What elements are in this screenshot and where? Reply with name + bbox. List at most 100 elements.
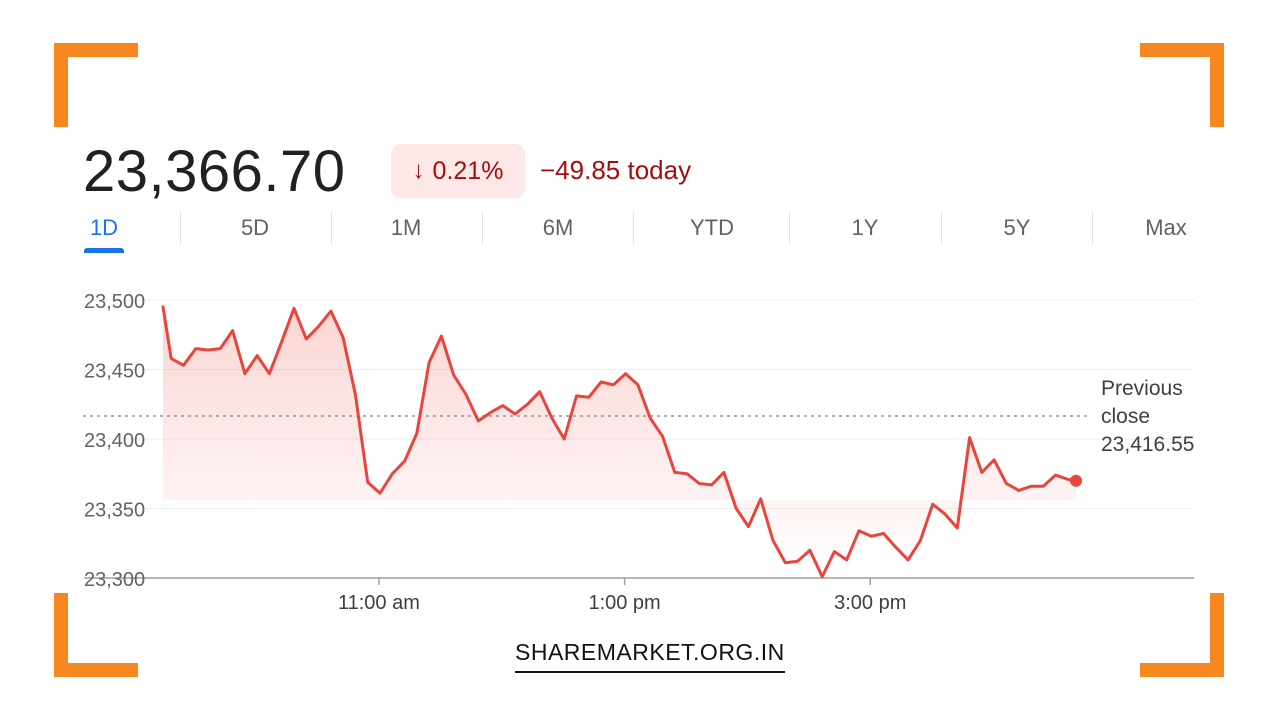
price-point xyxy=(1018,489,1020,491)
price-point xyxy=(612,384,614,386)
price-point xyxy=(293,307,295,309)
tab-ytd[interactable]: YTD xyxy=(690,215,734,240)
price-point xyxy=(1005,482,1007,484)
price-point xyxy=(686,473,688,475)
tab-divider xyxy=(941,212,942,244)
price-point xyxy=(969,437,971,439)
price-point xyxy=(465,394,467,396)
price-point xyxy=(981,471,983,473)
tab-1y[interactable]: 1Y xyxy=(851,215,879,240)
price-point xyxy=(342,337,344,339)
tab-max[interactable]: Max xyxy=(1145,215,1187,240)
price-line xyxy=(161,305,1078,579)
tab-divider xyxy=(180,212,181,244)
tab-5d[interactable]: 5D xyxy=(240,215,270,240)
price-point xyxy=(195,348,197,350)
y-tick-label: 23,350 xyxy=(84,500,145,522)
price-point xyxy=(379,492,381,494)
tab-divider xyxy=(331,212,332,244)
price-point xyxy=(453,374,455,376)
price-point xyxy=(735,508,737,509)
change-absolute: −49.85 today xyxy=(540,155,692,185)
price-point xyxy=(723,471,725,473)
y-tick-label: 23,300 xyxy=(84,569,145,591)
x-tick-label: 3:00 pm xyxy=(834,592,906,614)
price-point xyxy=(821,576,823,578)
previous-close-text: 23,416.55 xyxy=(1101,433,1194,456)
price-point xyxy=(440,335,442,337)
price-point xyxy=(551,417,553,419)
price-point xyxy=(993,459,995,461)
price-point xyxy=(1067,478,1069,480)
tab-1m[interactable]: 1M xyxy=(390,215,422,240)
y-tick-label: 23,500 xyxy=(84,291,145,313)
y-tick-label: 23,400 xyxy=(84,430,145,452)
price-point xyxy=(588,396,590,398)
price-point xyxy=(809,549,811,551)
price-point xyxy=(232,330,234,332)
current-price: 23,366.70 xyxy=(83,139,346,204)
arrow-down-icon: ↓ xyxy=(412,157,425,184)
corner-frame-top-right xyxy=(1140,43,1224,127)
price-point xyxy=(833,551,835,553)
price-point xyxy=(858,530,860,532)
tab-5y[interactable]: 5Y xyxy=(1003,215,1031,240)
corner-frame-bottom-left xyxy=(54,593,138,677)
tab-6m[interactable]: 6M xyxy=(542,215,574,240)
previous-close-text: close xyxy=(1101,405,1150,428)
price-point xyxy=(526,403,528,405)
price-point xyxy=(895,546,897,548)
price-point xyxy=(416,432,418,434)
price-point xyxy=(305,338,307,340)
price-point xyxy=(797,560,799,562)
price-point xyxy=(637,384,639,386)
tab-divider xyxy=(1092,212,1093,244)
price-point xyxy=(576,395,578,397)
price-point xyxy=(207,349,209,351)
corner-frame-top-left xyxy=(54,43,138,127)
price-point xyxy=(330,310,332,312)
tab-divider xyxy=(789,212,790,244)
price-point xyxy=(932,503,934,505)
price-point xyxy=(170,357,172,359)
price-point xyxy=(1055,474,1057,476)
price-point xyxy=(219,348,221,350)
price-point xyxy=(919,539,921,541)
corner-frame-bottom-right xyxy=(1140,593,1224,677)
range-tabs: 1D 5D 1M 6M YTD 1Y 5Y Max xyxy=(84,208,1196,254)
price-point xyxy=(244,373,246,375)
price-point xyxy=(490,412,492,414)
price-point xyxy=(281,341,283,343)
tab-divider xyxy=(633,212,634,244)
change-percent-badge: ↓ 0.21% xyxy=(391,144,525,198)
brand-watermark: SHAREMARKET.ORG.IN xyxy=(515,638,785,673)
previous-close-label: Previous close 23,416.55 xyxy=(1101,377,1194,456)
price-point xyxy=(318,325,320,327)
price-point xyxy=(625,373,627,375)
price-point xyxy=(539,391,541,393)
price-point xyxy=(907,559,909,561)
price-point xyxy=(661,435,663,437)
price-point xyxy=(1042,485,1044,487)
price-point xyxy=(846,559,848,561)
price-point xyxy=(477,420,479,422)
price-point xyxy=(956,527,958,529)
tab-1d[interactable]: 1D xyxy=(89,215,119,240)
price-point xyxy=(944,513,946,515)
price-point xyxy=(883,533,885,535)
price-point xyxy=(760,498,762,500)
price-point xyxy=(698,482,700,484)
price-point xyxy=(772,539,774,541)
price-point xyxy=(354,394,356,396)
price-point xyxy=(182,364,184,366)
price-area-fill xyxy=(163,306,1076,577)
price-point xyxy=(563,438,565,440)
x-tick-label: 1:00 pm xyxy=(588,592,660,614)
price-point xyxy=(514,413,516,415)
change-percent: 0.21% xyxy=(432,156,504,185)
x-tick-label: 11:00 am xyxy=(338,592,420,614)
price-point xyxy=(391,473,393,475)
price-point xyxy=(502,405,504,407)
price-point xyxy=(1030,485,1032,487)
